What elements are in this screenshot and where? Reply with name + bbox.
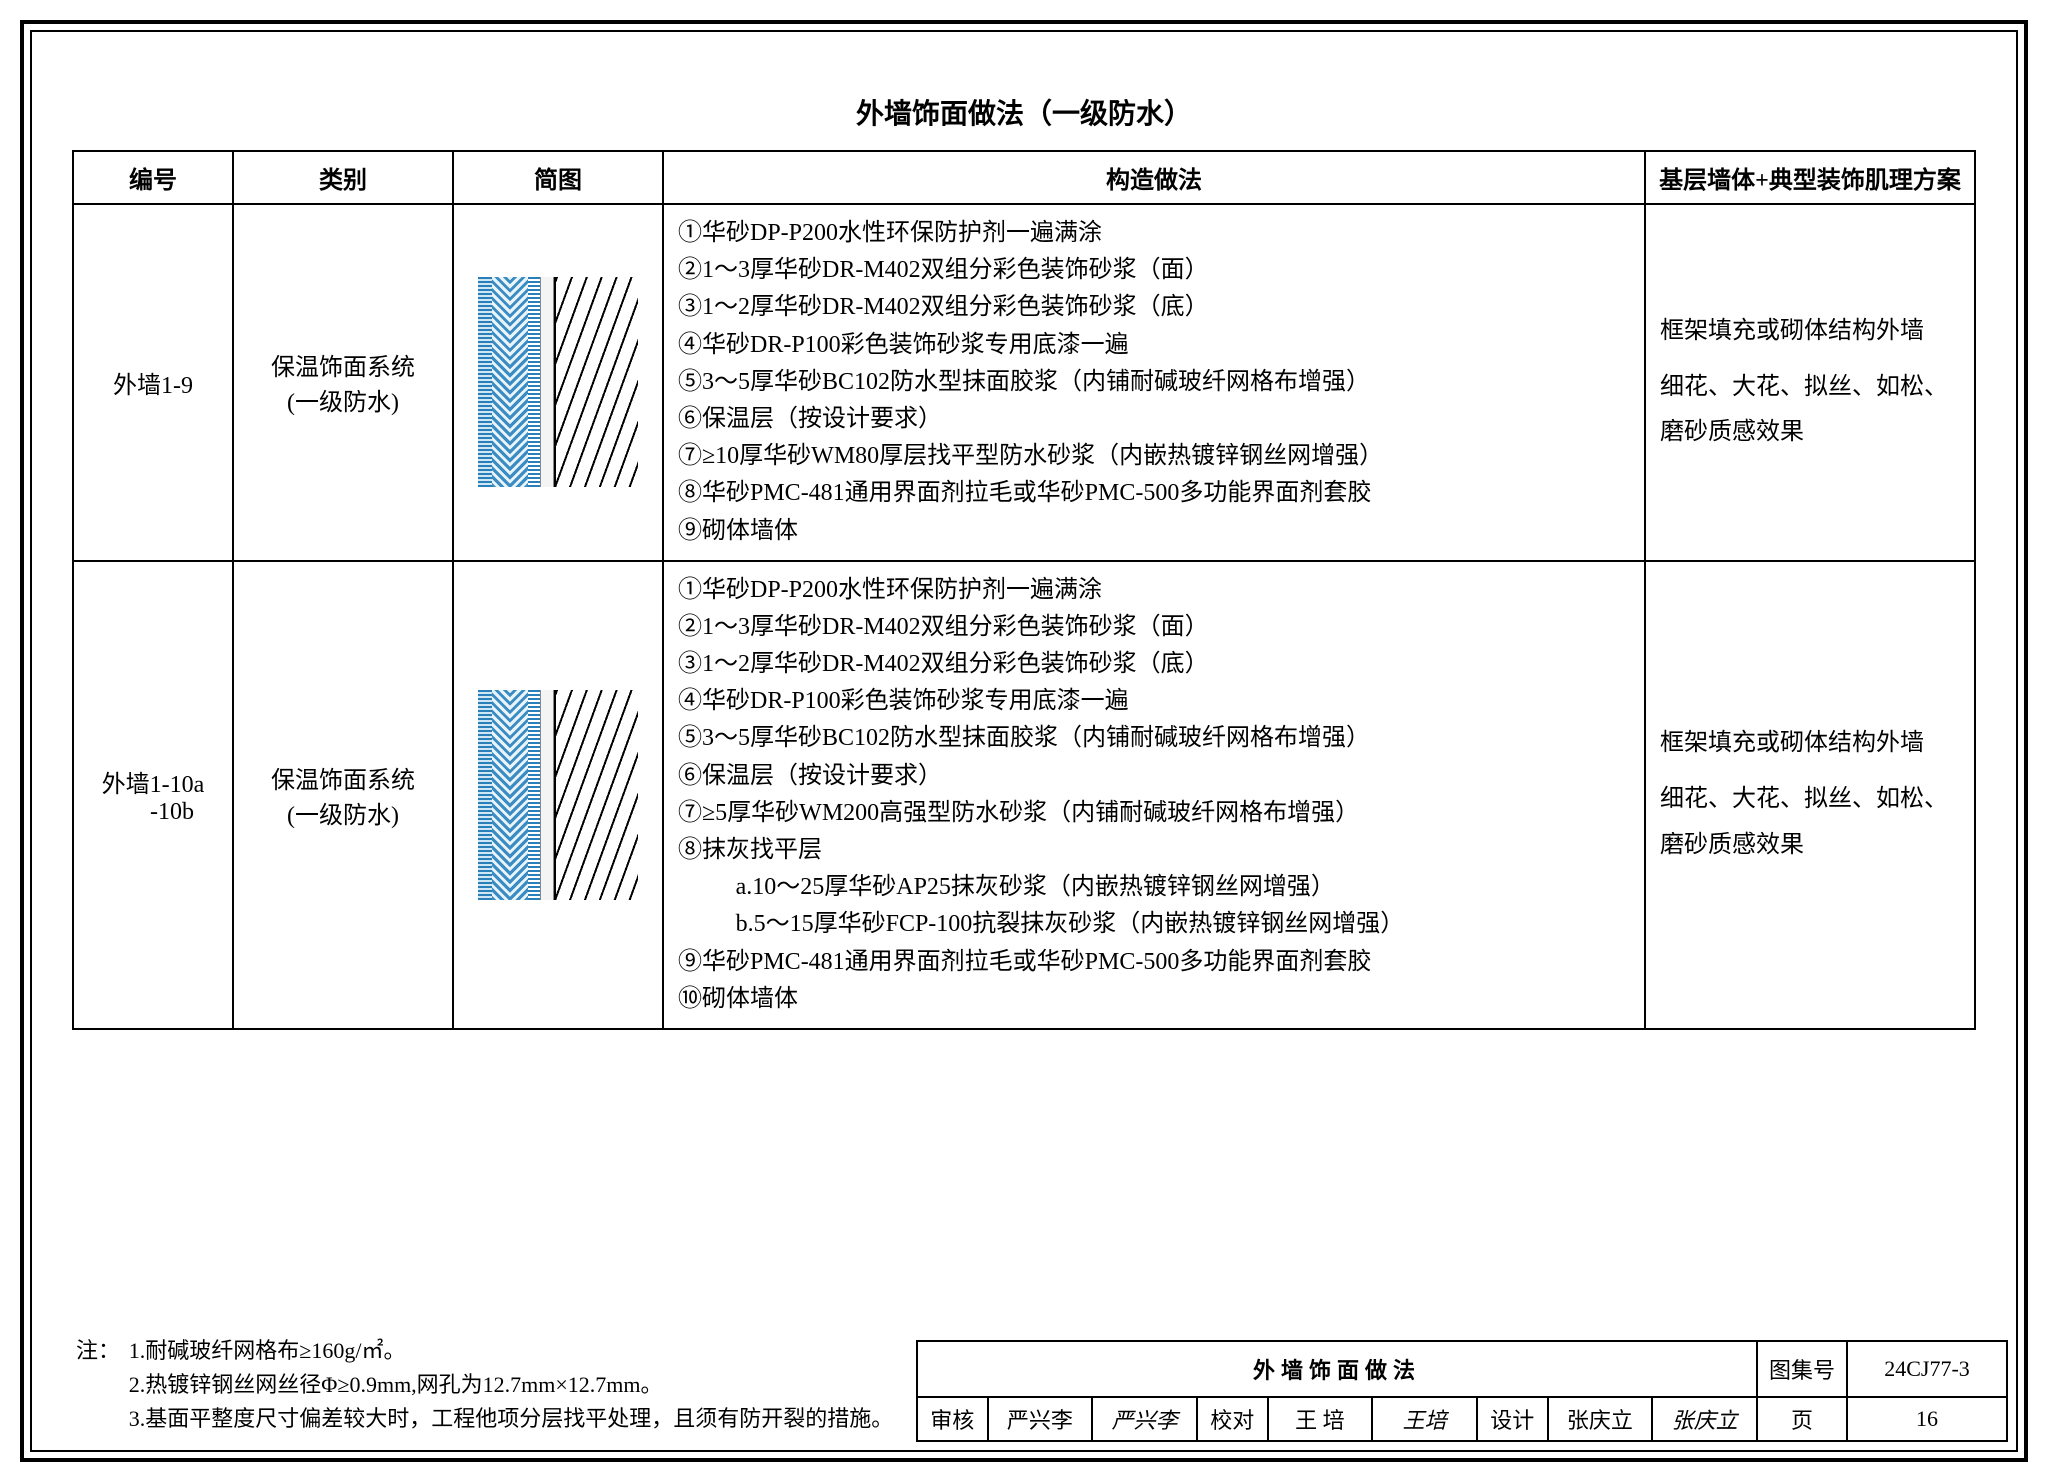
cell-id: 外墙1-9: [73, 204, 233, 561]
cell-plan: 框架填充或砌体结构外墙细花、大花、拟丝、如松、磨砂质感效果: [1645, 204, 1975, 561]
layer-diagram-icon: [478, 690, 638, 900]
note-line: 3.基面平整度尺寸偏差较大时，工程他项分层找平处理，且须有防开裂的措施。: [76, 1402, 956, 1436]
drawing-sheet: 外墙饰面做法（一级防水） 编号 类别 简图 构造做法 基层墙体+典型装饰肌理方案…: [20, 20, 2028, 1462]
construction-table: 编号 类别 简图 构造做法 基层墙体+典型装饰肌理方案 外墙1-9保温饰面系统(…: [72, 150, 1976, 1030]
col-header-plan: 基层墙体+典型装饰肌理方案: [1645, 151, 1975, 204]
notes-label: 注：: [76, 1334, 129, 1368]
col-header-diag: 简图: [453, 151, 663, 204]
table-row: 外墙1-10a-10b保温饰面系统(一级防水) ①华砂DP-P200水性环保防护剂…: [73, 561, 1975, 1029]
cell-construction: ①华砂DP-P200水性环保防护剂一遍满涂②1～3厚华砂DR-M402双组分彩色…: [663, 204, 1645, 561]
footnotes: 注：1.耐碱玻纤网格布≥160g/㎡。 2.热镀锌钢丝网丝径Φ≥0.9mm,网孔…: [76, 1334, 956, 1436]
cell-diagram: [453, 204, 663, 561]
table-body: 外墙1-9保温饰面系统(一级防水) ①华砂DP-P200水性环保防护剂一遍满涂②1…: [73, 204, 1975, 1029]
cell-category: 保温饰面系统(一级防水): [233, 204, 453, 561]
page-title: 外墙饰面做法（一级防水）: [32, 32, 2016, 150]
table-row: 外墙1-9保温饰面系统(一级防水) ①华砂DP-P200水性环保防护剂一遍满涂②1…: [73, 204, 1975, 561]
note-line: 2.热镀锌钢丝网丝径Φ≥0.9mm,网孔为12.7mm×12.7mm。: [76, 1368, 956, 1402]
col-header-id: 编号: [73, 151, 233, 204]
col-header-cat: 类别: [233, 151, 453, 204]
note-line: 1.耐碱玻纤网格布≥160g/㎡。: [129, 1338, 406, 1363]
col-header-cons: 构造做法: [663, 151, 1645, 204]
cell-diagram: [453, 561, 663, 1029]
layer-diagram-icon: [478, 277, 638, 487]
cell-id: 外墙1-10a-10b: [73, 561, 233, 1029]
cell-category: 保温饰面系统(一级防水): [233, 561, 453, 1029]
cell-construction: ①华砂DP-P200水性环保防护剂一遍满涂②1～3厚华砂DR-M402双组分彩色…: [663, 561, 1645, 1029]
title-block: 外墙饰面做法 图集号 24CJ77-3 审核 严兴李 严兴李 校对 王 培 王培…: [916, 1340, 2008, 1442]
drawing-inner-frame: 外墙饰面做法（一级防水） 编号 类别 简图 构造做法 基层墙体+典型装饰肌理方案…: [30, 30, 2018, 1452]
cell-plan: 框架填充或砌体结构外墙细花、大花、拟丝、如松、磨砂质感效果: [1645, 561, 1975, 1029]
table-header-row: 编号 类别 简图 构造做法 基层墙体+典型装饰肌理方案: [73, 151, 1975, 204]
